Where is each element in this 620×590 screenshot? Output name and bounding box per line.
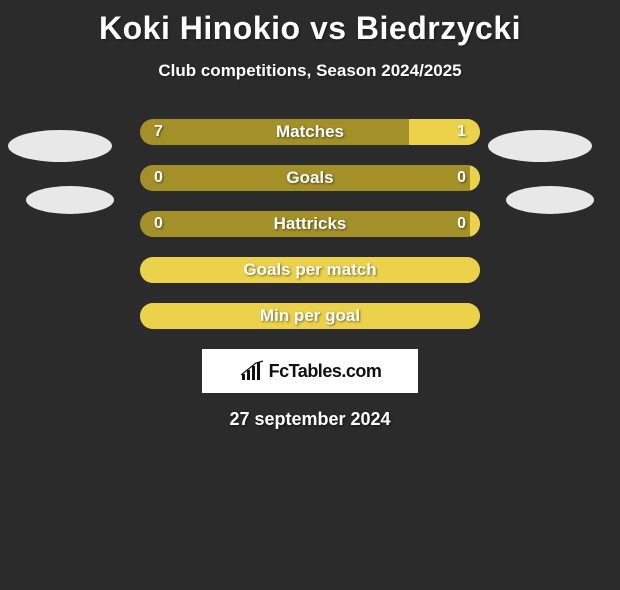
bar-right-fill <box>409 119 480 145</box>
bar-right-value: 1 <box>457 119 466 145</box>
player-photo-disc <box>26 186 114 214</box>
bar-right-fill <box>470 165 480 191</box>
page-title: Koki Hinokio vs Biedrzycki <box>0 10 620 47</box>
bar-right-fill <box>470 211 480 237</box>
bar-right-fill <box>140 257 480 283</box>
bar-left-value: 7 <box>154 119 163 145</box>
bar-right-value: 0 <box>457 211 466 237</box>
player-photo-disc <box>488 130 592 162</box>
bar-label: Hattricks <box>140 211 480 237</box>
bar-row: 0 0Goals <box>140 165 480 191</box>
bar-label: Goals <box>140 165 480 191</box>
bar-row: 0 0Hattricks <box>140 211 480 237</box>
footer-date: 27 september 2024 <box>0 409 620 430</box>
chart-icon <box>239 360 265 382</box>
bar-right-fill <box>140 303 480 329</box>
logo-badge: FcTables.com <box>202 349 418 393</box>
player-photo-disc <box>8 130 112 162</box>
logo-text: FcTables.com <box>269 361 382 382</box>
bar-row: Min per goal <box>140 303 480 329</box>
bar-row: 71Matches <box>140 119 480 145</box>
comparison-bars: 71Matches00Goals00HattricksGoals per mat… <box>140 119 480 329</box>
bar-left-value: 0 <box>154 211 163 237</box>
bar-right-value: 0 <box>457 165 466 191</box>
bar-left-value: 0 <box>154 165 163 191</box>
player-photo-disc <box>506 186 594 214</box>
bar-row: Goals per match <box>140 257 480 283</box>
page-subtitle: Club competitions, Season 2024/2025 <box>0 61 620 81</box>
